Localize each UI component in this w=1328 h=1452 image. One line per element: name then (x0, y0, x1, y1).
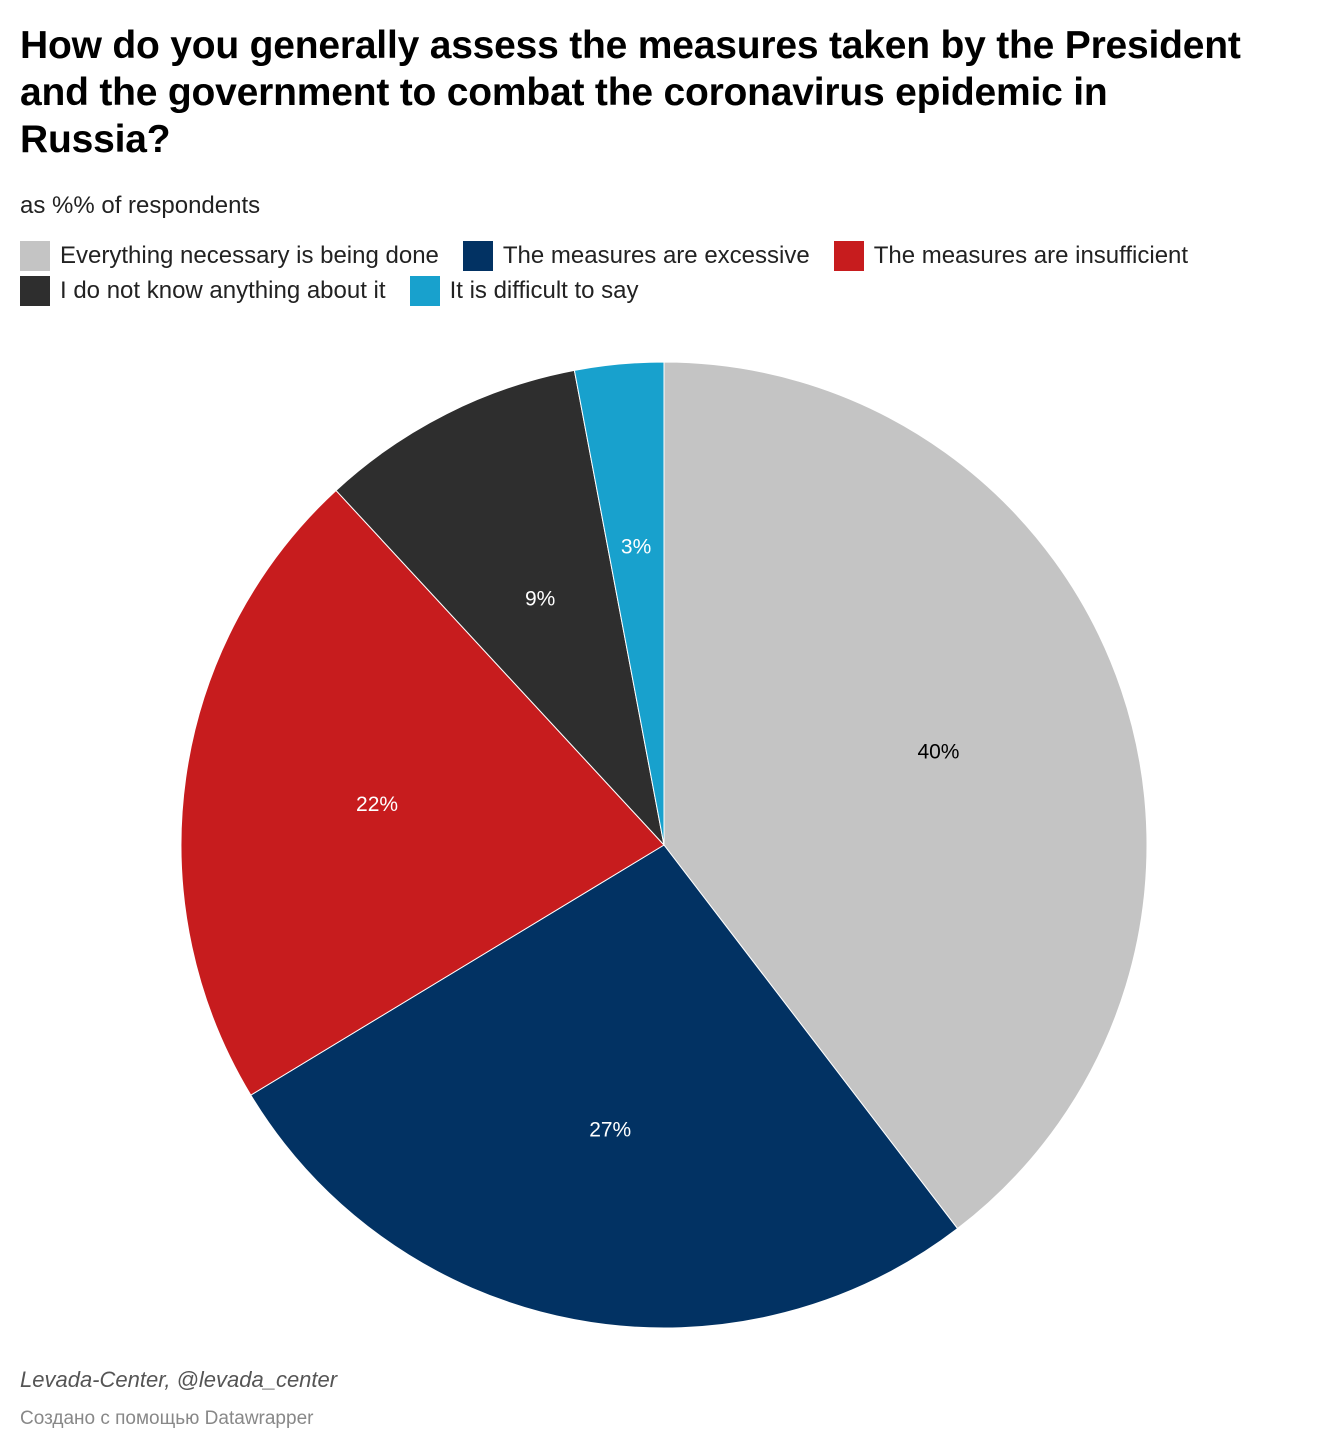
legend-label: The measures are insufficient (873, 242, 1189, 269)
legend-swatch (833, 241, 864, 271)
pie-slice-do-not-know (335, 369, 665, 847)
legend: Everything necessary is being done The m… (20, 241, 1310, 306)
legend-item-do-not-know: I do not know anything about it (20, 276, 386, 306)
legend-item-everything-necessary: Everything necessary is being done (20, 241, 439, 271)
pie-slice-excessive (250, 844, 959, 1329)
data-label-do-not-know: 9% (525, 588, 555, 611)
legend-label: I do not know anything about it (60, 277, 386, 304)
pie-chart: 40% 27% 22% 9% 3% (180, 361, 1148, 1329)
legend-label: The measures are excessive (502, 242, 810, 269)
chart-title: How do you generally assess the measures… (20, 24, 1241, 161)
credit-link[interactable]: Создано с помощью Datawrapper (20, 1408, 314, 1429)
pie-slice-everything-necessary (663, 361, 1148, 1230)
legend-swatch (462, 241, 493, 271)
legend-label: Everything necessary is being done (60, 242, 439, 269)
data-label-excessive: 27% (589, 1118, 631, 1141)
legend-swatch (409, 276, 440, 306)
legend-item-excessive: The measures are excessive (462, 241, 810, 271)
legend-swatch (20, 276, 50, 306)
chart-subtitle: as %% of respondents (20, 192, 261, 219)
data-label-difficult-to-say: 3% (621, 535, 651, 558)
legend-item-difficult-to-say: It is difficult to say (409, 276, 639, 306)
source-note: Levada-Center, @levada_center (20, 1367, 338, 1392)
legend-swatch (20, 241, 50, 271)
data-label-everything-necessary: 40% (917, 741, 959, 764)
pie-slice-insufficient (180, 489, 665, 1096)
legend-item-insufficient: The measures are insufficient (833, 241, 1189, 271)
legend-label: It is difficult to say (449, 277, 639, 304)
pie-slice-difficult-to-say (573, 361, 665, 846)
data-label-insufficient: 22% (356, 793, 398, 816)
